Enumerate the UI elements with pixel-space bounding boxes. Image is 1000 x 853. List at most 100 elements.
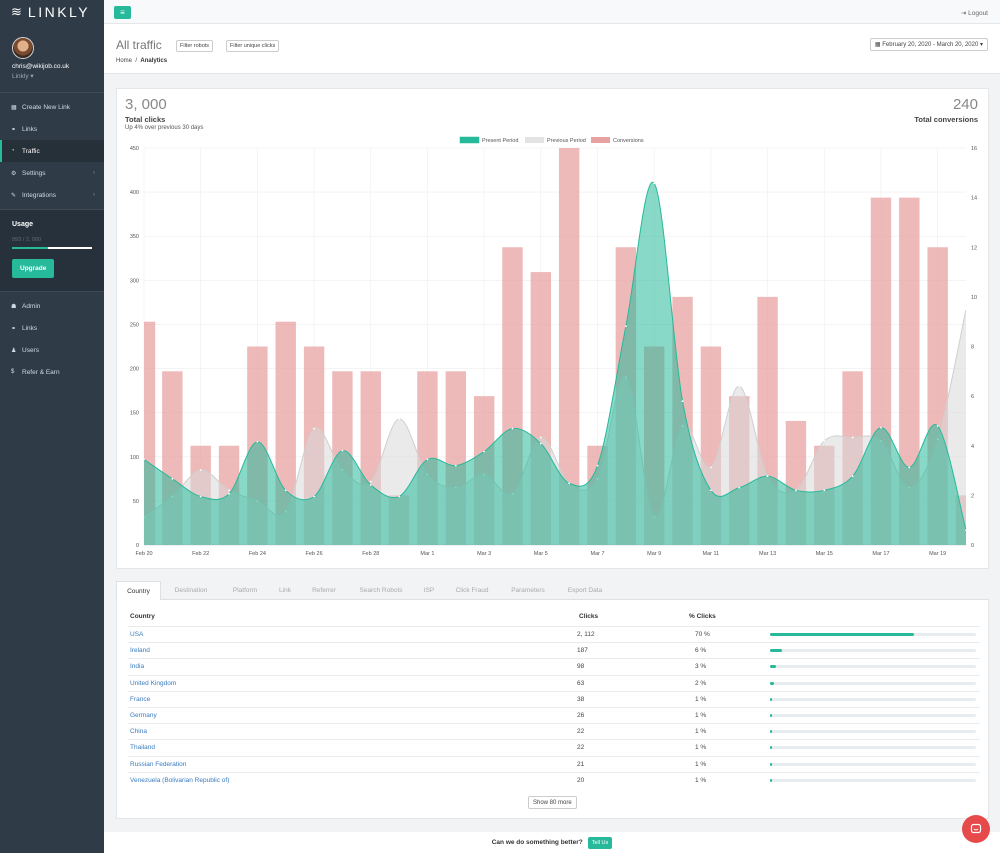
tab-isp[interactable]: ISP xyxy=(423,587,435,594)
country-link[interactable]: Venezuela (Bolivarian Republic of) xyxy=(130,776,230,784)
upgrade-button[interactable]: Upgrade xyxy=(12,259,55,278)
tab-parameters[interactable]: Parameters xyxy=(511,587,545,594)
previous-period-point xyxy=(539,436,542,439)
tab-destination[interactable]: Destination xyxy=(174,587,208,594)
brand[interactable]: ≋ LINKLY xyxy=(0,0,104,24)
tab-export-data[interactable]: Export Data xyxy=(567,587,603,594)
share-bar xyxy=(770,649,976,653)
present-period-point xyxy=(313,495,315,498)
x-tick-label: Mar 7 xyxy=(590,551,604,557)
table-row: China 22 1 % xyxy=(128,723,980,739)
country-link[interactable]: Germany xyxy=(130,712,157,719)
tab-link[interactable]: Link xyxy=(279,587,291,594)
user-icon: ♟ xyxy=(11,347,17,354)
sidebar-item-label: Admin xyxy=(22,302,41,310)
table-row: United Kingdom 63 2 % xyxy=(128,674,980,691)
country-link[interactable]: Russian Federation xyxy=(130,760,187,768)
tab-platform[interactable]: Platform xyxy=(232,587,258,594)
x-tick-label: Feb 28 xyxy=(362,551,379,557)
avatar[interactable] xyxy=(12,37,34,59)
clicks-cell: 21 xyxy=(577,760,585,768)
y-left-tick-label: 400 xyxy=(130,190,139,196)
x-tick-label: Mar 3 xyxy=(477,551,491,557)
feedback-text: Can we do something better? xyxy=(491,839,583,846)
table-row: USA 2, 112 70 % xyxy=(128,626,980,642)
sidebar-item-label: Refer & Earn xyxy=(22,368,60,376)
logout-link[interactable]: ⇥ Logout xyxy=(960,10,988,17)
admin-icon: ☗ xyxy=(11,303,17,310)
filter-unique-clicks-button[interactable]: Filter unique clicks xyxy=(226,40,280,52)
present-period-point xyxy=(171,477,174,480)
sidebar-item-label: Settings xyxy=(22,169,46,177)
total-clicks-label: Total clicks xyxy=(125,115,166,124)
sidebar-item-label: Users xyxy=(22,346,39,354)
sidebar-item-create-link[interactable]: ▦ Create New Link xyxy=(0,96,104,118)
y-right-tick-label: 10 xyxy=(971,295,977,301)
y-left-tick-label: 200 xyxy=(130,367,139,373)
y-left-tick-label: 50 xyxy=(133,499,139,505)
clicks-cell: 26 xyxy=(577,712,585,719)
total-conversions-label: Total conversions xyxy=(914,115,978,124)
previous-period-point xyxy=(313,427,315,430)
country-link[interactable]: Ireland xyxy=(130,647,150,655)
country-link[interactable]: France xyxy=(130,695,151,703)
sidebar-item-users[interactable]: ♟ Users xyxy=(0,339,104,361)
tab-referrer[interactable]: Referrer xyxy=(312,587,336,594)
share-bar-fill xyxy=(770,697,773,701)
tab-search-robots[interactable]: Search Robots xyxy=(359,587,403,594)
filter-robots-button[interactable]: Filter robots xyxy=(176,40,214,52)
x-tick-label: Mar 17 xyxy=(872,551,889,557)
dollar-icon: $ xyxy=(11,369,15,375)
present-period-point xyxy=(851,475,854,478)
menu-toggle-button[interactable]: ≡ xyxy=(114,6,131,19)
chat-launcher[interactable] xyxy=(962,815,990,843)
sidebar-item-integrations[interactable]: ✎ Integrations ‹ xyxy=(0,184,104,206)
sidebar-item-links[interactable]: ⚭ Links xyxy=(0,118,104,140)
org-switcher[interactable]: Linkly ▾ xyxy=(12,73,34,80)
show-more-button[interactable]: Show 80 more xyxy=(528,796,577,809)
tab-click-fraud[interactable]: Click Fraud xyxy=(455,587,489,594)
share-bar-fill xyxy=(770,762,772,766)
sidebar-item-admin-links[interactable]: ⚭ Links xyxy=(0,317,104,339)
breadcrumb-home[interactable]: Home xyxy=(116,58,133,64)
country-link[interactable]: Thailand xyxy=(130,744,155,752)
table-row: France 38 1 % xyxy=(128,690,980,707)
main-nav: ▦ Create New Link ⚭ Links ◔ Traffic ⚙ Settin… xyxy=(0,92,104,209)
pct-cell: 1 % xyxy=(695,776,707,784)
x-tick-label: Feb 26 xyxy=(306,551,323,557)
sidebar-item-traffic[interactable]: ◔ Traffic xyxy=(0,140,104,162)
present-period-line xyxy=(143,181,967,531)
clicks-cell: 63 xyxy=(577,679,585,687)
country-link[interactable]: China xyxy=(130,728,147,736)
share-bar xyxy=(770,697,976,701)
tell-us-button[interactable]: Tell Us xyxy=(587,836,613,849)
previous-period-point xyxy=(369,480,372,483)
country-link[interactable]: United Kingdom xyxy=(130,679,177,687)
present-period-point xyxy=(709,489,712,492)
tab-country[interactable]: Country xyxy=(116,581,161,601)
previous-period-point xyxy=(709,466,712,469)
admin-nav: ☗ Admin ⚭ Links ♟ Users $ Refer & Earn xyxy=(0,291,104,386)
traffic-chart-card: 3, 000 Total clicks Up 4% over previous … xyxy=(116,88,989,569)
present-period-point xyxy=(539,442,542,445)
sidebar: ≋ LINKLY chris@wikijob.co.uk Linkly ▾ ▦ C… xyxy=(0,0,104,853)
date-range-picker[interactable]: ▦ February 20, 2020 - March 20, 2020 ▾ xyxy=(869,38,988,51)
sidebar-item-refer[interactable]: $ Refer & Earn xyxy=(0,361,104,383)
sidebar-item-settings[interactable]: ⚙ Settings ‹ xyxy=(0,162,104,184)
x-tick-label: Mar 5 xyxy=(534,551,548,557)
pct-cell: 1 % xyxy=(695,728,707,736)
sidebar-item-label: Links xyxy=(22,125,38,133)
country-link[interactable]: USA xyxy=(130,631,144,638)
logo-icon: ≋ xyxy=(11,4,22,19)
share-bar-fill xyxy=(770,649,783,653)
sidebar-item-label: Links xyxy=(22,324,38,332)
y-right-tick-label: 16 xyxy=(971,146,977,152)
sidebar-item-admin[interactable]: ☗ Admin xyxy=(0,295,104,317)
previous-period-point xyxy=(199,469,202,471)
conversion-bar xyxy=(144,321,156,545)
x-tick-label: Mar 1 xyxy=(420,551,434,557)
breakdown-tabs: Country Destination Platform Link Referrer Se… xyxy=(116,581,989,601)
country-link[interactable]: India xyxy=(130,663,145,671)
share-bar xyxy=(770,633,976,636)
y-right-tick-label: 6 xyxy=(971,394,974,400)
